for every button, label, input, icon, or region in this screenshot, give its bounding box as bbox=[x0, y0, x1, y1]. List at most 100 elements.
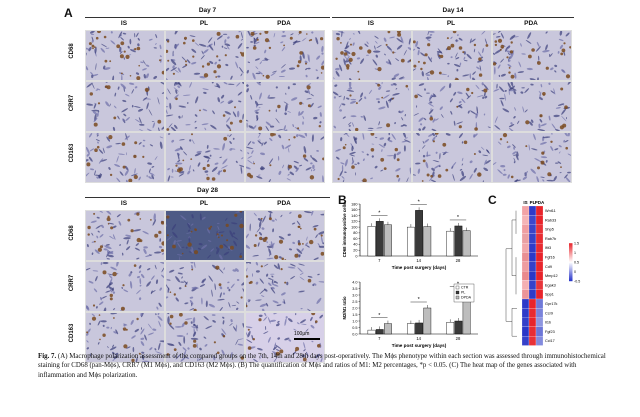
heatmap-cell-fgf23-is bbox=[521, 326, 530, 337]
heatmap-cell-mmp12-pda bbox=[535, 270, 544, 281]
cd68-chart-bar-pda-28 bbox=[462, 230, 471, 257]
day28-tile-cd163-pl bbox=[165, 312, 245, 363]
heatmap-gene-label: Spp1 bbox=[545, 293, 554, 297]
cd68-chart-bar-ctr-7 bbox=[367, 226, 376, 257]
day7-tile-cd68-pl bbox=[165, 30, 245, 81]
day14-underline bbox=[332, 17, 574, 18]
cd68-chart-ytick-label: 20 bbox=[353, 249, 357, 253]
panel-c-label: C bbox=[488, 193, 497, 207]
heatmap-gene-label: Il1b bbox=[545, 321, 551, 325]
heatmap-scale-tick: -0.5 bbox=[574, 280, 580, 284]
scalebar-line bbox=[294, 338, 320, 340]
day7-tile-cd68-is bbox=[85, 30, 165, 81]
heatmap-cell-fgf16-pda bbox=[535, 252, 544, 262]
day14-tile-cd68-pl bbox=[412, 30, 492, 81]
ratio-chart-bar-pda-7 bbox=[384, 323, 392, 335]
tissue-texture bbox=[166, 313, 244, 362]
heatmap-gene-label: Rab7b bbox=[545, 237, 556, 241]
ratio-chart-sig-mark: * bbox=[378, 313, 381, 319]
day28-tile-crr7-pl bbox=[165, 261, 245, 312]
heatmap-scale-tick: 1.5 bbox=[574, 242, 579, 246]
cd68-chart-bar-pl-28 bbox=[454, 225, 463, 257]
day28-row-crr7: CRR7 bbox=[69, 274, 75, 292]
cd68-chart-bar-ctr-28 bbox=[446, 230, 455, 257]
day14-tile-cd163-is bbox=[332, 132, 412, 183]
ratio-chart-xtick-label: 28 bbox=[456, 336, 461, 341]
day7-tile-cd163-is bbox=[85, 132, 165, 183]
tissue-texture bbox=[333, 31, 411, 80]
heatmap-cell-fgf23-pda bbox=[535, 326, 544, 337]
day7-row-cd163: CD163 bbox=[69, 143, 75, 163]
ratio-chart-legend-swatch bbox=[455, 285, 460, 290]
day28-tile-cd163-pda bbox=[245, 312, 325, 363]
day14-tile-cd163-pl bbox=[412, 132, 492, 183]
day7-col-pl: PL bbox=[199, 20, 209, 27]
heatmap-cell-gpr17k-pl bbox=[528, 298, 537, 309]
day28-tile-cd68-is bbox=[85, 210, 165, 261]
tissue-texture bbox=[166, 262, 244, 311]
heatmap-cell-ccl17-pl bbox=[528, 336, 537, 346]
cd68-chart-ytick-label: 140 bbox=[351, 214, 357, 218]
day28-col-pl: PL bbox=[199, 200, 209, 207]
ratio-chart-ytick-label: 1.0 bbox=[352, 319, 357, 323]
ratio-chart-bar-pl-28 bbox=[454, 320, 463, 335]
heatmap-cell-spp1-pda bbox=[535, 289, 544, 300]
day28-tile-crr7-pda bbox=[245, 261, 325, 312]
day7-tile-crr7-pl bbox=[165, 81, 245, 132]
heatmap-cell-ifit3-is bbox=[521, 243, 530, 253]
heatmap-cell-cd9-pda bbox=[535, 261, 544, 272]
tissue-texture bbox=[86, 31, 164, 80]
tissue-texture bbox=[246, 211, 324, 260]
heatmap-cell-shp5-pl bbox=[528, 224, 537, 235]
cd68-chart-xtick-label: 7 bbox=[378, 258, 381, 263]
heatmap-cell-rab33-pl bbox=[528, 215, 537, 225]
ratio-chart-bar-ctr-28 bbox=[446, 322, 455, 335]
ratio-chart-legend-label: CTR bbox=[461, 286, 469, 290]
heatmap-cell-egak3-pda bbox=[535, 280, 544, 290]
heatmap-cell-rab7b-pl bbox=[528, 233, 537, 244]
cd68-chart-xlabel: Time post surgery (days) bbox=[392, 265, 447, 270]
heatmap-cell-spp1-is bbox=[521, 289, 530, 300]
heatmap-cell-mmp12-is bbox=[521, 270, 530, 281]
cd68-chart-bar-pl-7 bbox=[375, 221, 384, 257]
cd68-chart-ytick-label: 60 bbox=[353, 237, 357, 241]
heatmap-cell-gpr17k-is bbox=[521, 298, 530, 309]
day14-col-is: IS bbox=[367, 20, 375, 27]
day7-tile-cd163-pda bbox=[245, 132, 325, 183]
cd68-chart-bar-pda-7 bbox=[384, 224, 392, 257]
tissue-texture bbox=[86, 262, 164, 311]
heatmap-cell-rab33-is bbox=[521, 215, 530, 225]
heatmap-gene-label: Ccr9 bbox=[545, 311, 553, 315]
heatmap-gene-label: Cd9 bbox=[545, 265, 552, 269]
heatmap-col-label: PDA bbox=[535, 200, 545, 205]
heatmap-scale-tick: 0 bbox=[574, 270, 576, 274]
ratio-chart-legend-label: DPDA bbox=[461, 296, 472, 300]
scalebar-label: 100μm bbox=[294, 331, 310, 337]
heatmap-cell-spp1-pl bbox=[528, 289, 537, 300]
ratio-chart-legend-swatch bbox=[455, 290, 460, 295]
day28-tile-cd68-pl bbox=[165, 210, 245, 261]
heatmap-cell-gpr17k-pda bbox=[535, 298, 544, 309]
figure-label: Fig. 7. bbox=[38, 353, 57, 360]
heatmap-col-label: PL bbox=[530, 200, 536, 205]
heatmap-scale-tick: 1 bbox=[574, 251, 576, 255]
cd68-chart-xtick-label: 28 bbox=[456, 258, 461, 263]
heatmap-cell-fgf16-pl bbox=[528, 252, 537, 262]
day7-tile-crr7-pda bbox=[245, 81, 325, 132]
heatmap-cell-fgf16-is bbox=[521, 252, 530, 262]
ratio-chart-xlabel: Time post surgery (days) bbox=[392, 343, 447, 348]
ratio-chart-bar-ctr-7 bbox=[367, 329, 376, 335]
ratio-chart-ytick-label: 0.5 bbox=[352, 326, 357, 330]
ratio-chart-xtick-label: 7 bbox=[378, 336, 381, 341]
ratio-chart-ytick-label: 4.0 bbox=[352, 280, 357, 284]
heatmap-cell-ccr9-pl bbox=[528, 308, 537, 318]
day7-underline bbox=[85, 17, 330, 18]
day28-tile-crr7-is bbox=[85, 261, 165, 312]
ratio-chart-ytick-label: 1.5 bbox=[352, 313, 357, 317]
tissue-texture bbox=[167, 133, 244, 182]
figure-caption-text: (A) Macrophage polarization assessment o… bbox=[38, 353, 606, 379]
tissue-texture bbox=[86, 133, 164, 182]
day14-tile-cd163-pda bbox=[492, 132, 572, 183]
heatmap-cell-ccr9-pda bbox=[535, 308, 544, 318]
tissue-texture bbox=[86, 82, 164, 131]
